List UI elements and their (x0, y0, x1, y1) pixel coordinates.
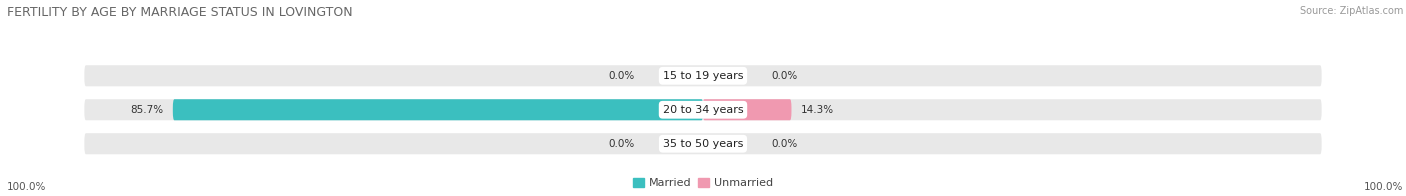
Text: 0.0%: 0.0% (770, 139, 797, 149)
FancyBboxPatch shape (84, 99, 1322, 120)
Text: 85.7%: 85.7% (131, 105, 163, 115)
Text: 35 to 50 years: 35 to 50 years (662, 139, 744, 149)
Text: Source: ZipAtlas.com: Source: ZipAtlas.com (1299, 6, 1403, 16)
Text: 20 to 34 years: 20 to 34 years (662, 105, 744, 115)
Text: 15 to 19 years: 15 to 19 years (662, 71, 744, 81)
Text: 14.3%: 14.3% (801, 105, 834, 115)
Text: 0.0%: 0.0% (609, 71, 636, 81)
Text: 100.0%: 100.0% (7, 182, 46, 192)
Legend: Married, Unmarried: Married, Unmarried (633, 178, 773, 189)
Text: 0.0%: 0.0% (770, 71, 797, 81)
FancyBboxPatch shape (84, 65, 1322, 86)
Text: FERTILITY BY AGE BY MARRIAGE STATUS IN LOVINGTON: FERTILITY BY AGE BY MARRIAGE STATUS IN L… (7, 6, 353, 19)
Text: 0.0%: 0.0% (609, 139, 636, 149)
FancyBboxPatch shape (703, 99, 792, 120)
FancyBboxPatch shape (84, 133, 1322, 154)
FancyBboxPatch shape (173, 99, 703, 120)
Text: 100.0%: 100.0% (1364, 182, 1403, 192)
